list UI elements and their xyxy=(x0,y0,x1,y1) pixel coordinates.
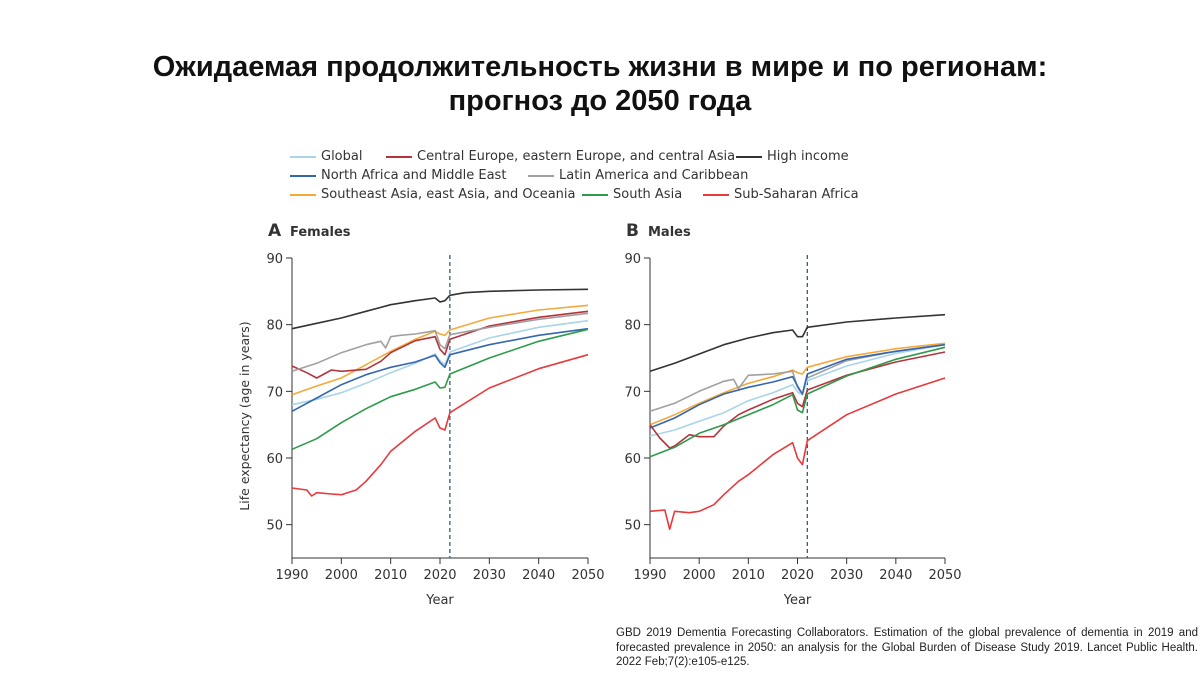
legend-label: High income xyxy=(767,149,849,164)
series-line-latin-america-and-caribbean xyxy=(649,343,946,413)
x-tick-label: 2010 xyxy=(732,568,765,583)
legend-item-sub-saharan-africa: Sub-Saharan Africa xyxy=(703,186,859,204)
legend-swatch xyxy=(290,155,316,158)
x-tick-label: 2020 xyxy=(423,568,456,583)
slide-title: Ожидаемая продолжительность жизни в мире… xyxy=(0,50,1200,118)
series-line-global xyxy=(291,319,589,406)
series-line-central-europe-eastern-europe-and-central-asia xyxy=(649,351,946,449)
x-tick-label: 2020 xyxy=(781,568,814,583)
x-axis-label: Year xyxy=(783,593,812,608)
series-line-high-income xyxy=(291,288,589,330)
x-tick-label: 1990 xyxy=(275,568,308,583)
legend-swatch xyxy=(703,193,729,196)
chart-females: A Females 50 60 70 80 90 1990 2000 2010 2020 2030 20… xyxy=(237,221,605,608)
panel-title: Males xyxy=(648,225,691,240)
y-tick-label: 70 xyxy=(266,385,283,400)
panel-letter: A xyxy=(268,221,282,241)
x-tick-label: 2030 xyxy=(473,568,506,583)
y-tick-label: 80 xyxy=(624,319,641,334)
legend-swatch xyxy=(528,174,554,177)
legend-label: Southeast Asia, east Asia, and Oceania xyxy=(321,187,576,202)
legend-swatch xyxy=(736,155,762,158)
citation: GBD 2019 Dementia Forecasting Collaborat… xyxy=(616,627,1198,668)
series-line-high-income xyxy=(649,313,946,373)
y-tick-label: 50 xyxy=(266,519,283,534)
y-tick-label: 90 xyxy=(624,252,641,267)
x-axis-label: Year xyxy=(425,593,454,608)
series-line-central-europe-eastern-europe-and-central-asia xyxy=(291,310,589,379)
legend-item-global: Global xyxy=(290,148,362,166)
legend-swatch xyxy=(386,155,412,158)
legend-item-southeast-asia: Southeast Asia, east Asia, and Oceania xyxy=(290,186,575,204)
legend-label: North Africa and Middle East xyxy=(321,168,507,183)
y-tick-label: 90 xyxy=(266,252,283,267)
legend-label: Central Europe, eastern Europe, and cent… xyxy=(417,149,736,164)
x-tick-label: 2000 xyxy=(683,568,716,583)
y-axis-label: Life expectancy (age in years) xyxy=(237,321,252,510)
legend-item-high-income: High income xyxy=(736,148,849,166)
legend-item-north-africa: North Africa and Middle East xyxy=(290,167,506,185)
series-line-sub-saharan-africa xyxy=(291,353,589,497)
x-tick-label: 1990 xyxy=(633,568,666,583)
panel-letter: B xyxy=(626,221,639,241)
x-tick-label: 2000 xyxy=(325,568,358,583)
series-line-north-africa-and-middle-east xyxy=(291,327,589,413)
legend-item-central-europe: Central Europe, eastern Europe, and cent… xyxy=(386,148,735,166)
legend-label: Global xyxy=(321,149,363,164)
series-line-sub-saharan-africa xyxy=(649,377,946,531)
chart-legend: Global Central Europe, eastern Europe, a… xyxy=(290,148,910,210)
y-tick-label: 70 xyxy=(624,385,641,400)
chart-males: B Males 50 60 70 80 90 1990 2000 2010 2020 2030 2040… xyxy=(624,221,961,608)
x-tick-label: 2040 xyxy=(879,568,912,583)
x-tick-label: 2050 xyxy=(571,568,604,583)
x-tick-label: 2050 xyxy=(928,568,961,583)
legend-item-latin-america: Latin America and Caribbean xyxy=(528,167,748,185)
series-line-global xyxy=(649,343,946,437)
legend-swatch xyxy=(290,193,316,196)
slide-title-line-2: прогноз до 2050 года xyxy=(448,85,752,117)
x-tick-label: 2040 xyxy=(522,568,555,583)
y-tick-label: 80 xyxy=(266,319,283,334)
series-line-north-africa-and-middle-east xyxy=(649,343,946,429)
y-tick-label: 60 xyxy=(266,452,283,467)
legend-label: South Asia xyxy=(613,187,683,202)
legend-label: Latin America and Caribbean xyxy=(559,168,749,183)
panel-title: Females xyxy=(290,225,351,240)
slide-title-line-1: Ожидаемая продолжительность жизни в мире… xyxy=(152,51,1048,83)
legend-item-south-asia: South Asia xyxy=(582,186,682,204)
series-line-southeast-asia-east-asia-and-oceania xyxy=(649,342,946,426)
y-tick-label: 50 xyxy=(624,519,641,534)
series-line-latin-america-and-caribbean xyxy=(291,312,589,373)
legend-swatch xyxy=(582,193,608,196)
x-tick-label: 2030 xyxy=(830,568,863,583)
x-tick-label: 2010 xyxy=(374,568,407,583)
y-tick-label: 60 xyxy=(624,452,641,467)
legend-swatch xyxy=(290,174,316,177)
legend-label: Sub-Saharan Africa xyxy=(734,187,859,202)
series-line-south-asia xyxy=(649,346,946,458)
series-line-south-asia xyxy=(291,328,589,451)
